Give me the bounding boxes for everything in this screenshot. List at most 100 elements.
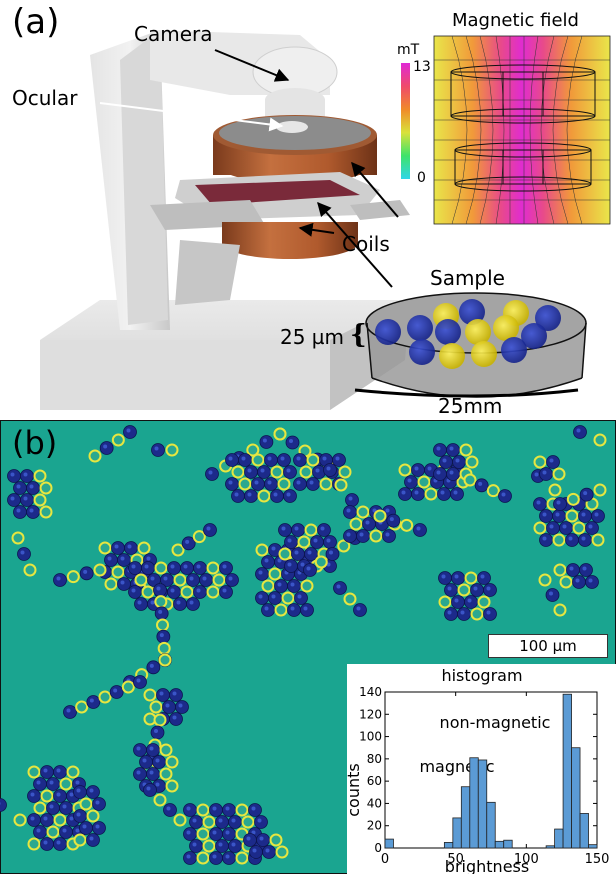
magnetic-particle [437, 487, 451, 501]
particle-highlight [542, 512, 547, 517]
y-tick-label: 140 [359, 685, 382, 699]
magnetic-particle [249, 845, 263, 859]
particle-highlight [172, 715, 177, 720]
magnetic-particle [287, 603, 301, 617]
particle-highlight [258, 594, 263, 599]
magnetic-particle [180, 561, 194, 575]
magnetic-particle [231, 489, 245, 503]
nonmagnetic-particle [251, 453, 265, 467]
magnetic-particle [323, 463, 337, 477]
particle-highlight [56, 840, 61, 845]
particle-highlight [189, 576, 194, 581]
magnetic-particle [134, 597, 148, 611]
particle-highlight [30, 816, 35, 821]
magnetic-particle [559, 521, 573, 535]
particle-highlight [549, 591, 553, 596]
magnetic-particle [553, 497, 567, 511]
nonmagnetic-particle [11, 531, 25, 545]
nonmagnetic-particle [206, 561, 220, 575]
particle-highlight [294, 526, 299, 531]
magnetic-particle [225, 573, 239, 587]
particle-highlight [95, 824, 100, 829]
hist-bar [571, 747, 581, 849]
nonmagnetic-particle [66, 570, 80, 584]
magnetic-particle [261, 555, 275, 569]
particle-highlight [265, 848, 270, 853]
particle-highlight [120, 580, 125, 585]
particle-highlight [549, 458, 554, 463]
particle-highlight [315, 468, 320, 473]
particle-highlight [313, 538, 318, 543]
hist-title: histogram [441, 666, 522, 685]
particle-highlight [208, 470, 213, 475]
particle-highlight [583, 491, 588, 496]
nonmagnetic-particle [552, 467, 566, 481]
particle-highlight [441, 574, 446, 579]
particle-highlight [247, 468, 252, 473]
nonmagnetic-particle [593, 433, 607, 447]
magnetic-particle [539, 509, 553, 523]
nonmagnetic-particle [143, 688, 157, 702]
nonmagnetic-particle [33, 493, 47, 507]
nonmagnetic-particle [281, 591, 295, 605]
coils-arrow-lower [298, 222, 335, 237]
nonmagnetic-particle [40, 789, 54, 803]
particle-highlight [348, 496, 353, 501]
nonmagnetic-particle [111, 433, 125, 447]
diameter-label: 25mm [438, 394, 503, 418]
particle-highlight [534, 472, 539, 477]
nonmagnetic-particle [154, 561, 168, 575]
nonmagnetic-particle [400, 518, 414, 532]
magnetic-particle [173, 597, 187, 611]
hist-bar [384, 838, 394, 849]
particle-highlight [62, 828, 67, 833]
particle-highlight [246, 836, 251, 841]
particle-highlight [414, 466, 419, 471]
y-tick-label: 20 [367, 819, 382, 833]
nonmagnetic-particle [23, 563, 37, 577]
y-tick-label: 120 [359, 707, 382, 721]
particle-highlight [222, 564, 227, 569]
nonmagnetic-particle [53, 813, 67, 827]
particle-highlight [322, 456, 327, 461]
nonmagnetic-particle [165, 443, 179, 457]
hist-bar [494, 840, 505, 849]
nonmagnetic-particle [231, 465, 245, 479]
particle-highlight [23, 472, 28, 477]
magnetic-particle [117, 553, 131, 567]
magnetic-particle [444, 583, 458, 597]
nonmagnetic-particle [277, 477, 291, 491]
camera-arrow [214, 49, 290, 82]
particle-highlight [588, 578, 593, 583]
particle-highlight [131, 588, 136, 593]
particle-highlight [155, 782, 160, 787]
magnetic-particle [225, 477, 239, 491]
particle-highlight [581, 536, 586, 541]
particle-highlight [170, 564, 175, 569]
magnetic-field-map [433, 35, 611, 225]
particle-highlight [460, 610, 465, 615]
magnetic-particle [186, 573, 200, 587]
nonmagnetic-particle [470, 607, 484, 621]
magnetic-particle [59, 801, 73, 815]
particle-highlight [43, 816, 48, 821]
particle-highlight [196, 588, 201, 593]
magnetic-particle [219, 585, 233, 599]
particle-highlight [29, 508, 34, 513]
particle-highlight [144, 564, 149, 569]
nonmagnetic-particle [343, 592, 357, 606]
magnetic-particle [59, 825, 73, 839]
y-tick-label: 80 [367, 752, 382, 766]
nonmagnetic-particle [111, 565, 125, 579]
magnetic-particle [73, 809, 87, 823]
setup-illustration [40, 30, 611, 410]
magnetic-particle [244, 489, 258, 503]
magnetic-particle [139, 755, 153, 769]
nonmagnetic-particle [98, 690, 112, 704]
particle-highlight [385, 532, 390, 537]
particle-highlight [131, 564, 136, 569]
nonmagnetic-particle [206, 585, 220, 599]
particle-highlight [186, 854, 191, 859]
magnetic-particle [591, 509, 605, 523]
particle-highlight [206, 526, 211, 531]
